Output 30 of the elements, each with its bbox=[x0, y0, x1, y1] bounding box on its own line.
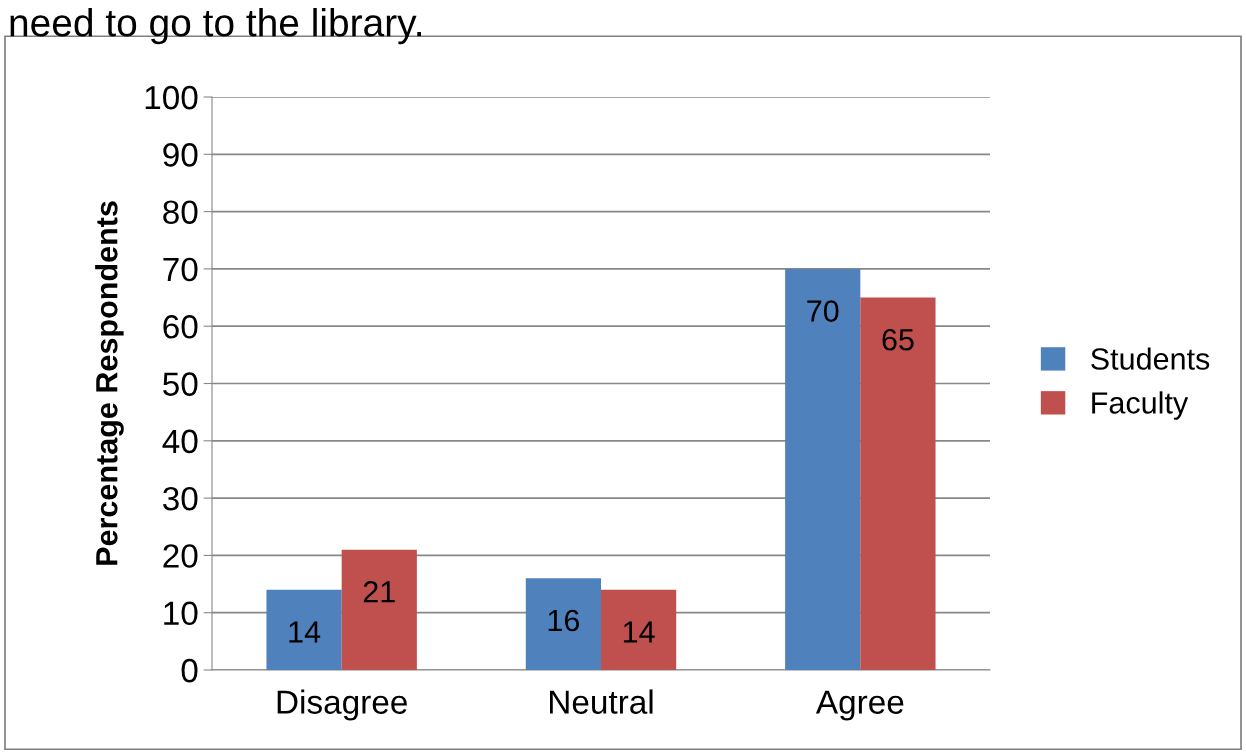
bar bbox=[525, 578, 601, 670]
y-axis-title: Percentage Respondents bbox=[95, 201, 124, 565]
y-tick-label: 90 bbox=[163, 143, 198, 167]
bar bbox=[341, 549, 417, 670]
x-tick-label: Neutral bbox=[550, 689, 653, 714]
y-tick-label: 40 bbox=[162, 429, 198, 454]
y-tick-label: 60 bbox=[163, 315, 198, 339]
x-tick-label: Agree bbox=[815, 690, 904, 721]
y-tick-label: 80 bbox=[163, 200, 198, 225]
legend-label: Faculty bbox=[1092, 391, 1189, 420]
data-label: 70 bbox=[807, 300, 839, 322]
y-tick-label: 70 bbox=[163, 257, 198, 282]
data-label: 14 bbox=[289, 621, 321, 643]
data-label: 16 bbox=[548, 609, 580, 632]
bar bbox=[601, 589, 677, 670]
data-label: 21 bbox=[363, 581, 395, 603]
legend-label: Students bbox=[1091, 347, 1210, 370]
x-tick-label: Disagree bbox=[277, 689, 407, 721]
data-label: 65 bbox=[882, 328, 914, 351]
bar bbox=[860, 297, 936, 670]
y-tick-label: 20 bbox=[163, 544, 198, 568]
y-tick-label: 0 bbox=[181, 658, 198, 683]
y-tick-label: 30 bbox=[163, 486, 198, 511]
bar bbox=[266, 589, 342, 670]
chart-title: need to go to the library. bbox=[10, 8, 421, 45]
bar bbox=[785, 268, 861, 670]
y-tick-label: 10 bbox=[164, 601, 198, 626]
y-tick-label: 100 bbox=[145, 85, 198, 110]
y-tick-label: 50 bbox=[163, 372, 198, 396]
data-label: 14 bbox=[623, 621, 655, 643]
